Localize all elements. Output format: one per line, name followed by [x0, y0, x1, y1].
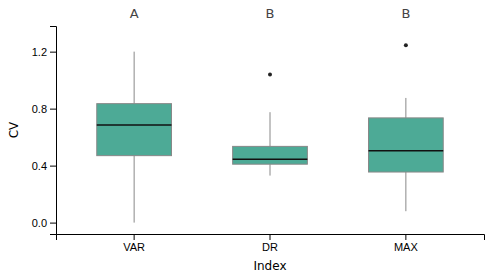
- median: [233, 158, 308, 160]
- whisker-low: [270, 164, 271, 175]
- whisker-low: [405, 172, 406, 211]
- box-group: [97, 52, 172, 223]
- median: [369, 150, 444, 152]
- tick: 0.8: [32, 103, 56, 115]
- flier: [268, 72, 272, 76]
- annotation: A: [130, 6, 139, 21]
- box-group: [369, 43, 444, 211]
- tick: 0.4: [32, 160, 56, 172]
- y-axis-title: CV: [7, 121, 21, 138]
- box: [369, 118, 444, 172]
- tick-label: MAX: [394, 241, 419, 253]
- y-axis: 0.0 0.4 0.8 1.2: [32, 27, 57, 235]
- tick: VAR: [123, 234, 145, 253]
- tick-mark: [134, 234, 135, 240]
- tick: 1.2: [32, 46, 56, 58]
- tick-label: VAR: [123, 241, 145, 253]
- tick-label: 0.4: [32, 160, 47, 172]
- x-axis-title: Index: [253, 259, 286, 273]
- tick-label: DR: [262, 241, 278, 253]
- tick-label: 1.2: [32, 46, 47, 58]
- whisker-high: [134, 52, 135, 104]
- boxes: [97, 43, 443, 222]
- box: [233, 146, 308, 164]
- tick-mark: [270, 234, 271, 240]
- plot: 0.0 0.4 0.8 1.2 VAR DR MAX: [32, 27, 485, 253]
- whisker-low: [134, 156, 135, 223]
- x-axis: VAR DR MAX: [57, 234, 485, 253]
- box-group: [233, 72, 308, 175]
- annotation: B: [401, 6, 410, 21]
- tick: 0.0: [32, 217, 56, 229]
- tick-mark: [50, 52, 56, 53]
- tick-mark: [50, 166, 56, 167]
- whisker-high: [270, 112, 271, 146]
- axis-line: [57, 235, 485, 241]
- tick-label: 0.8: [32, 103, 47, 115]
- tick-mark: [50, 109, 56, 110]
- tick: DR: [262, 234, 278, 253]
- tick: MAX: [394, 234, 419, 253]
- median: [97, 124, 172, 126]
- whisker-high: [405, 98, 406, 118]
- chart: 0.0 0.4 0.8 1.2 VAR DR MAX A B B Index CV: [0, 0, 500, 278]
- tick-mark: [405, 234, 406, 240]
- axis-line: [50, 27, 57, 235]
- box: [97, 104, 172, 156]
- tick-label: 0.0: [32, 217, 47, 229]
- tick-mark: [50, 223, 56, 224]
- annotation: B: [266, 6, 275, 21]
- flier: [404, 43, 408, 47]
